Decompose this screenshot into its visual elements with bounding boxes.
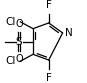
Text: Cl: Cl: [6, 17, 16, 27]
Text: S: S: [16, 37, 22, 46]
Text: F: F: [46, 73, 52, 83]
Text: F: F: [46, 0, 52, 10]
Text: O: O: [15, 19, 23, 29]
Text: N: N: [65, 28, 73, 38]
Text: Cl: Cl: [6, 56, 16, 66]
Text: O: O: [15, 54, 23, 64]
